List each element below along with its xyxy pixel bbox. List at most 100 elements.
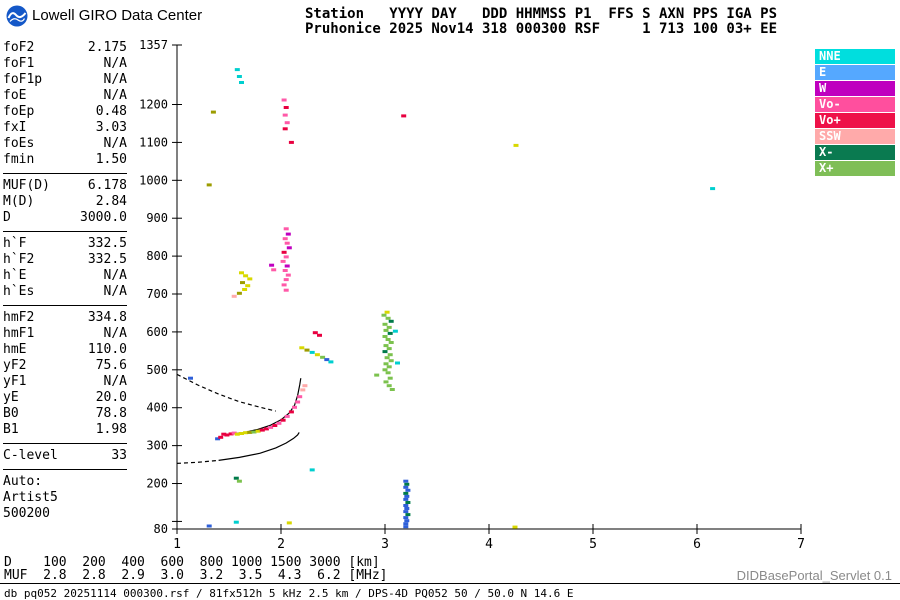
param-row: C-level 33 <box>3 448 127 464</box>
param-value: N/A <box>103 374 127 389</box>
echo-point <box>239 271 244 275</box>
y-axis-label: 1357 <box>139 40 168 52</box>
echo-point <box>403 485 409 489</box>
echo-point <box>242 288 248 291</box>
param-value: 3000.0 <box>80 210 127 225</box>
station-header-row2: Pruhonice 2025 Nov14 318 000300 RSF 1 71… <box>305 21 778 37</box>
echo-point <box>268 425 274 429</box>
param-row: B0 78.8 <box>3 406 127 422</box>
echo-point <box>288 410 294 414</box>
station-header: Station YYYY DAY DDD HHMMSS P1 FFS S AXN… <box>305 7 777 37</box>
echo-point <box>240 281 245 285</box>
param-value: 1.50 <box>95 152 127 167</box>
param-row: foEs N/A <box>3 136 127 152</box>
param-label: D <box>3 210 11 225</box>
x-axis-label: 4 <box>485 537 493 552</box>
legend-item-nne: NNE <box>815 49 895 64</box>
echo-point <box>304 348 310 352</box>
echo-point <box>285 232 291 236</box>
echo-point <box>263 427 269 431</box>
trace-curve-dashed <box>176 459 219 464</box>
echo-point <box>384 356 390 360</box>
param-value: N/A <box>103 136 127 151</box>
param-value: 75.6 <box>95 358 127 373</box>
echo-point <box>236 479 242 483</box>
echo-point <box>383 344 389 348</box>
echo-point <box>383 380 389 384</box>
param-row: B1 1.98 <box>3 422 127 438</box>
plot-axes <box>176 45 801 530</box>
param-value: N/A <box>103 284 127 299</box>
param-label: foF1p <box>3 72 43 87</box>
echo-point <box>236 75 242 78</box>
legend-item-ssw: SSW <box>815 129 895 144</box>
param-separator <box>3 469 127 470</box>
param-row: yF1 N/A <box>3 374 127 390</box>
echo-point <box>395 361 400 365</box>
y-axis-label: 600 <box>146 325 168 339</box>
echo-point <box>234 432 240 436</box>
y-axis-label: 400 <box>146 401 168 415</box>
param-value: N/A <box>103 72 127 87</box>
ionogram-svg: 1357120011001000900800700600500400300200… <box>139 38 805 552</box>
echo-point <box>210 110 216 114</box>
ionogram-plot: 1357 1200 1100 1000 900 800 700 600 500 400 300 200… <box>130 38 830 560</box>
echo-point <box>403 516 409 520</box>
echo-point <box>300 388 306 392</box>
param-row: h`F 332.5 <box>3 236 127 252</box>
param-label: h`Es <box>3 284 35 299</box>
param-row: foF1p N/A <box>3 72 127 88</box>
param-label: B1 <box>3 422 19 437</box>
param-row: hmE 110.0 <box>3 342 127 358</box>
echo-point <box>284 264 290 268</box>
param-label: foE <box>3 88 27 103</box>
x-axis-label: 3 <box>381 537 389 552</box>
echo-point <box>309 350 315 354</box>
param-row: yF2 75.6 <box>3 358 127 374</box>
giro-logo-icon <box>6 5 28 27</box>
y-axis-label: 800 <box>146 249 168 263</box>
param-label: foF1 <box>3 56 35 71</box>
param-row: h`E N/A <box>3 268 127 284</box>
echo-point <box>295 400 301 404</box>
echo-point <box>387 376 393 380</box>
echo-point <box>281 283 287 287</box>
echo-point <box>297 395 303 399</box>
param-value: N/A <box>103 88 127 103</box>
echo-point <box>317 333 322 337</box>
param-label: yF2 <box>3 358 27 373</box>
echo-point <box>381 313 387 317</box>
echo-point <box>288 140 294 144</box>
echo-point <box>710 187 716 191</box>
echo-point <box>403 510 409 514</box>
muf-table: D 100 200 400 600 800 1000 1500 3000 [km… <box>4 555 388 583</box>
param-label: B0 <box>3 406 19 421</box>
param-value: 33 <box>111 448 127 463</box>
echo-point <box>385 371 391 375</box>
param-value: 110.0 <box>87 342 127 357</box>
echo-point <box>206 183 212 187</box>
echo-point <box>231 431 237 435</box>
echo-point <box>383 328 389 332</box>
echo-point <box>386 347 392 351</box>
param-value: 3.03 <box>95 120 127 135</box>
param-label: hmF2 <box>3 310 35 325</box>
echo-point <box>233 520 239 524</box>
param-separator <box>3 173 127 174</box>
param-row: h`F2 332.5 <box>3 252 127 268</box>
echo-point <box>405 513 411 517</box>
legend-item-x+: X+ <box>815 161 895 176</box>
echo-point <box>403 491 409 495</box>
echo-point <box>320 355 326 359</box>
echo-point <box>392 329 398 333</box>
echo-point <box>286 246 292 250</box>
footer-divider <box>0 583 900 584</box>
echo-point <box>269 263 275 267</box>
param-value: 2.84 <box>95 194 127 209</box>
legend-item-vo+: Vo+ <box>815 113 895 128</box>
param-label: M(D) <box>3 194 35 209</box>
echo-point <box>403 525 409 529</box>
y-axis-label: 80 <box>154 522 168 536</box>
echo-point <box>283 106 289 109</box>
echo-point <box>389 388 395 391</box>
